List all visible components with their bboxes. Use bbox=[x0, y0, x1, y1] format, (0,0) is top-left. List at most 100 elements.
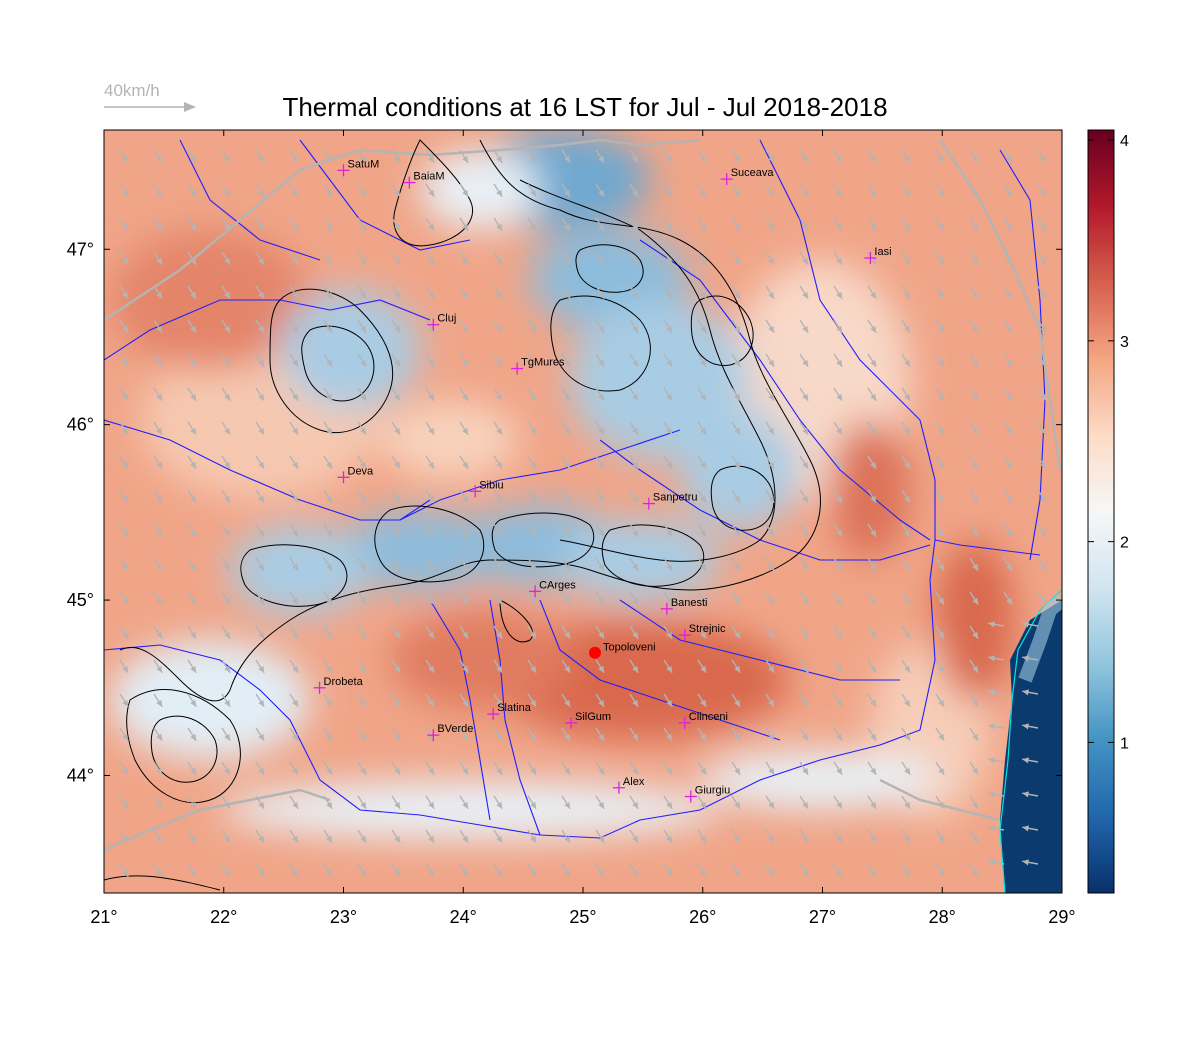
wind-arrow bbox=[459, 421, 469, 436]
wind-arrow bbox=[629, 455, 639, 470]
wind-arrow bbox=[561, 421, 571, 436]
wind-arrow bbox=[1003, 591, 1013, 606]
wind-arrow bbox=[493, 149, 503, 164]
wind-arrow bbox=[697, 863, 707, 878]
wind-arrow bbox=[493, 489, 503, 504]
wind-arrow bbox=[1037, 353, 1047, 368]
wind-arrow bbox=[799, 829, 809, 844]
wind-arrow bbox=[901, 217, 911, 232]
wind-arrow bbox=[731, 625, 741, 640]
wind-arrow bbox=[935, 149, 945, 164]
wind-arrow bbox=[867, 761, 877, 776]
wind-arrow bbox=[1037, 149, 1047, 164]
wind-arrow bbox=[867, 829, 877, 844]
wind-arrow bbox=[221, 829, 231, 844]
wind-arrow bbox=[323, 285, 333, 300]
wind-arrow bbox=[391, 693, 401, 708]
wind-arrow bbox=[595, 795, 605, 810]
wind-arrow bbox=[901, 387, 911, 402]
wind-arrow bbox=[153, 795, 163, 810]
wind-arrow bbox=[119, 863, 129, 878]
wind-arrow bbox=[629, 625, 639, 640]
wind-arrow bbox=[969, 353, 979, 368]
wind-arrow bbox=[731, 829, 741, 844]
wind-arrow bbox=[119, 625, 129, 640]
x-tick-label: 26° bbox=[689, 907, 716, 927]
wind-arrow bbox=[901, 693, 911, 708]
wind-arrow bbox=[187, 863, 197, 878]
y-tick-label: 46° bbox=[67, 415, 94, 435]
topoloveni-label: Topoloveni bbox=[603, 642, 656, 654]
wind-arrow bbox=[119, 421, 129, 436]
wind-arrow bbox=[459, 149, 469, 164]
wind-arrow bbox=[595, 183, 605, 198]
wind-arrow bbox=[799, 455, 809, 470]
wind-arrow bbox=[935, 659, 945, 674]
wind-arrow bbox=[765, 829, 775, 844]
wind-arrow bbox=[357, 489, 367, 504]
x-tick-label: 21° bbox=[90, 907, 117, 927]
wind-arrow bbox=[901, 727, 911, 742]
wind-arrow bbox=[561, 557, 571, 572]
city-label: TgMures bbox=[521, 357, 565, 369]
wind-arrow bbox=[323, 591, 333, 606]
wind-arrow bbox=[493, 625, 503, 640]
wind-arrow bbox=[629, 387, 639, 402]
wind-arrow bbox=[119, 489, 129, 504]
city-label: Sibiu bbox=[479, 479, 503, 491]
wind-arrow bbox=[153, 455, 163, 470]
wind-arrow bbox=[663, 285, 673, 300]
wind-arrow bbox=[731, 217, 741, 232]
wind-arrow bbox=[459, 285, 469, 300]
wind-arrow bbox=[969, 625, 979, 640]
wind-arrow bbox=[663, 455, 673, 470]
wind-arrow bbox=[595, 523, 605, 538]
wind-arrow bbox=[255, 591, 265, 606]
wind-arrow bbox=[527, 217, 537, 232]
wind-arrow bbox=[153, 285, 163, 300]
wind-arrow bbox=[765, 421, 775, 436]
wind-arrow bbox=[493, 523, 503, 538]
wind-arrow bbox=[221, 455, 231, 470]
wind-arrow bbox=[255, 183, 265, 198]
wind-arrow bbox=[153, 829, 163, 844]
wind-arrow bbox=[289, 455, 299, 470]
wind-arrow bbox=[561, 761, 571, 776]
wind-arrow bbox=[493, 557, 503, 572]
wind-arrow bbox=[1037, 489, 1047, 504]
wind-arrow bbox=[969, 319, 979, 334]
wind-arrow bbox=[459, 319, 469, 334]
wind-arrow bbox=[459, 761, 469, 776]
wind-arrow bbox=[901, 319, 911, 334]
city-marker: Strejnic bbox=[678, 623, 726, 642]
wind-arrow bbox=[357, 557, 367, 572]
wind-arrow bbox=[187, 149, 197, 164]
wind-arrow bbox=[289, 557, 299, 572]
city-marker: Cluj bbox=[427, 313, 456, 331]
wind-arrow bbox=[255, 863, 265, 878]
wind-arrow bbox=[221, 863, 231, 878]
wind-arrow bbox=[663, 489, 673, 504]
wind-arrow bbox=[663, 727, 673, 742]
wind-arrow bbox=[731, 353, 741, 368]
wind-arrow bbox=[935, 795, 945, 810]
wind-arrow bbox=[1003, 183, 1013, 198]
wind-arrow bbox=[765, 795, 775, 810]
wind-arrow bbox=[969, 387, 979, 402]
wind-arrow bbox=[391, 489, 401, 504]
wind-arrow bbox=[731, 149, 741, 164]
wind-arrow bbox=[697, 217, 707, 232]
wind-arrow bbox=[901, 285, 911, 300]
wind-arrow bbox=[323, 217, 333, 232]
wind-arrow bbox=[629, 285, 639, 300]
colorbar-tick-label: 1 bbox=[1120, 735, 1129, 752]
wind-arrow bbox=[561, 863, 571, 878]
wind-arrow bbox=[289, 149, 299, 164]
wind-arrow bbox=[901, 795, 911, 810]
wind-arrow bbox=[493, 727, 503, 742]
wind-arrow bbox=[323, 693, 333, 708]
wind-arrow bbox=[935, 625, 945, 640]
wind-arrow bbox=[988, 757, 1005, 764]
wind-arrow bbox=[935, 353, 945, 368]
wind-arrow bbox=[527, 727, 537, 742]
